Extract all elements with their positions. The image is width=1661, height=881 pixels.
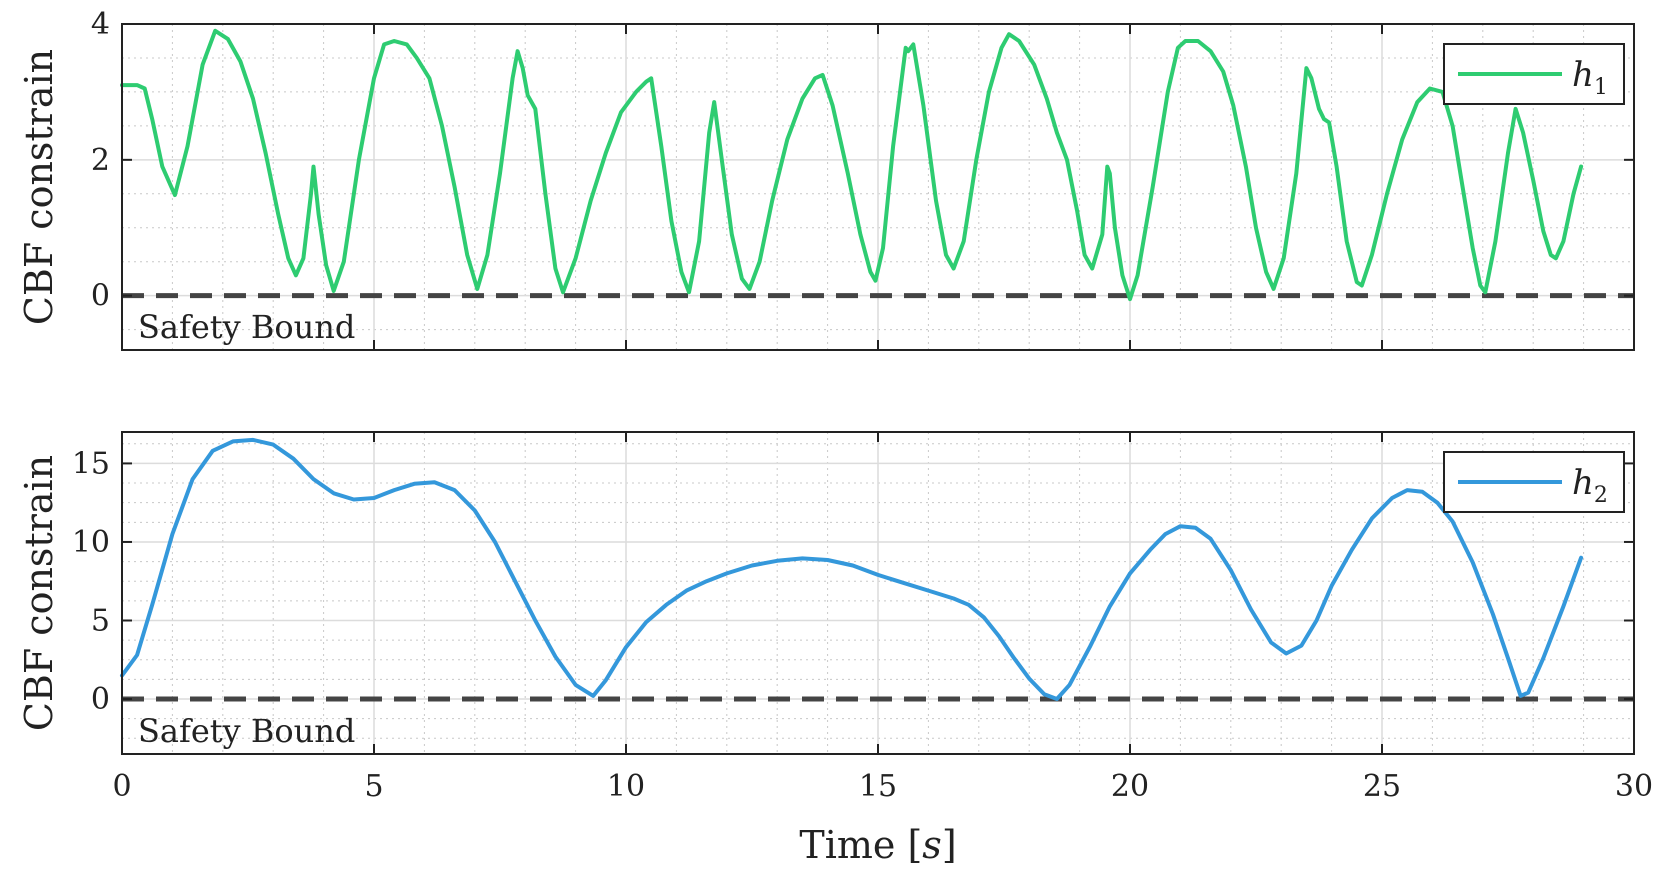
top-panel: Safety Bound 0 2 4 CBF constrain h1 (17, 7, 1635, 351)
major-grid (122, 24, 1634, 350)
legend-label-name: h (1572, 55, 1594, 95)
tick-marks (121, 432, 1635, 754)
y-tick-label: 0 (91, 279, 110, 314)
major-grid (122, 432, 1634, 754)
x-axis-label: Time [s] (799, 823, 956, 867)
tick-marks (121, 23, 1635, 350)
x-tick-label: 25 (1363, 769, 1401, 804)
legend-label: h1 (1572, 55, 1608, 100)
x-tick-label: 0 (112, 769, 131, 804)
x-axis-unit-close-bracket: ] (942, 823, 957, 867)
legend-label-name: h (1572, 463, 1594, 503)
series-line-h1 (120, 28, 1584, 302)
x-axis-label-text: Time (799, 823, 907, 867)
y-axis-label: CBF constrain (17, 49, 61, 325)
y-tick-label: 0 (91, 682, 110, 717)
legend: h1 (1443, 43, 1625, 105)
y-tick-label: 4 (91, 7, 110, 42)
x-axis-unit-open-bracket: [ (907, 823, 922, 867)
safety-bound-label: Safety Bound (138, 712, 355, 750)
legend-label: h2 (1572, 463, 1608, 508)
x-tick-label: 20 (1111, 769, 1149, 804)
x-tick-label: 15 (859, 769, 897, 804)
x-tick-label: 10 (607, 769, 645, 804)
legend-label-subscript: 2 (1594, 483, 1608, 508)
series-line-h2 (120, 437, 1584, 701)
safety-bound-label: Safety Bound (138, 308, 355, 346)
y-tick-label: 2 (91, 143, 110, 178)
x-axis-unit: s (922, 823, 942, 867)
legend: h2 (1443, 451, 1625, 513)
y-tick-label: 10 (72, 525, 110, 560)
x-tick-label: 30 (1615, 769, 1653, 804)
x-tick-label: 5 (364, 769, 383, 804)
y-tick-label: 5 (91, 603, 110, 638)
legend-label-subscript: 1 (1594, 75, 1608, 100)
y-axis-label: CBF constrain (17, 455, 61, 731)
y-tick-label: 15 (72, 446, 110, 481)
